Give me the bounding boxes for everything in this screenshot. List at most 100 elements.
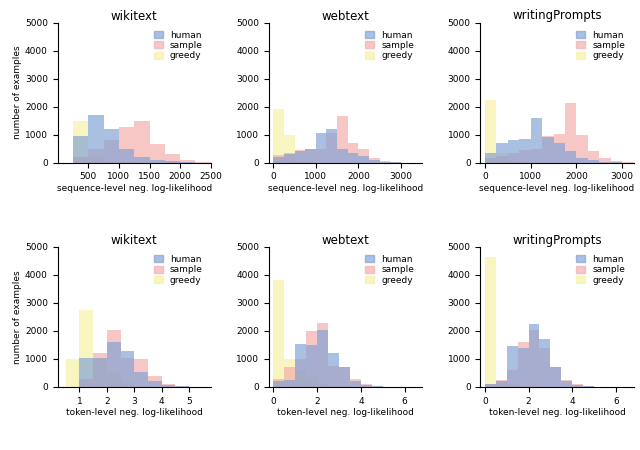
- Bar: [577, 135, 588, 163]
- Legend: human, sample, greedy: human, sample, greedy: [362, 27, 418, 64]
- Bar: [497, 153, 508, 163]
- Bar: [599, 158, 611, 163]
- Bar: [588, 161, 599, 163]
- Bar: [273, 280, 284, 387]
- Bar: [150, 144, 165, 163]
- Bar: [79, 358, 93, 387]
- X-axis label: token-level neg. log-likelihood: token-level neg. log-likelihood: [488, 409, 625, 418]
- Bar: [540, 348, 550, 387]
- Bar: [107, 342, 120, 387]
- Bar: [119, 148, 134, 163]
- Bar: [496, 382, 507, 387]
- Bar: [518, 348, 529, 387]
- Title: writingPrompts: writingPrompts: [512, 234, 602, 247]
- Bar: [107, 373, 120, 387]
- Title: writingPrompts: writingPrompts: [512, 9, 602, 22]
- Title: webtext: webtext: [322, 9, 369, 22]
- Legend: human, sample, greedy: human, sample, greedy: [573, 27, 629, 64]
- Bar: [529, 329, 540, 387]
- Bar: [273, 155, 284, 163]
- Bar: [93, 353, 107, 387]
- Bar: [380, 162, 390, 163]
- Bar: [561, 382, 572, 387]
- Bar: [326, 133, 337, 163]
- Bar: [195, 162, 211, 163]
- Bar: [561, 380, 572, 387]
- X-axis label: token-level neg. log-likelihood: token-level neg. log-likelihood: [66, 409, 203, 418]
- Bar: [134, 359, 148, 387]
- Bar: [273, 382, 284, 387]
- Bar: [496, 380, 507, 387]
- Bar: [361, 384, 372, 387]
- Bar: [565, 103, 577, 163]
- Bar: [508, 140, 519, 163]
- Bar: [497, 156, 508, 163]
- Bar: [104, 129, 119, 163]
- Bar: [88, 115, 104, 163]
- Bar: [66, 359, 79, 387]
- Bar: [305, 148, 316, 163]
- Bar: [531, 118, 542, 163]
- Bar: [507, 384, 518, 387]
- Bar: [508, 161, 519, 163]
- Bar: [484, 384, 496, 387]
- Bar: [565, 152, 577, 163]
- Bar: [120, 351, 134, 387]
- Bar: [79, 310, 93, 387]
- Bar: [306, 331, 317, 387]
- Bar: [554, 143, 565, 163]
- Bar: [284, 135, 294, 163]
- Bar: [380, 161, 390, 163]
- Bar: [485, 158, 497, 163]
- Bar: [180, 160, 195, 163]
- Legend: human, sample, greedy: human, sample, greedy: [573, 251, 629, 288]
- Bar: [317, 323, 328, 387]
- Bar: [295, 370, 306, 387]
- Bar: [358, 148, 369, 163]
- Bar: [519, 139, 531, 163]
- Bar: [369, 158, 380, 163]
- Bar: [88, 148, 104, 163]
- Bar: [295, 359, 306, 387]
- Bar: [497, 143, 508, 163]
- Bar: [326, 129, 337, 163]
- Legend: human, sample, greedy: human, sample, greedy: [362, 251, 418, 288]
- Bar: [284, 359, 295, 387]
- Bar: [161, 384, 175, 387]
- Bar: [73, 157, 88, 163]
- X-axis label: sequence-level neg. log-likelihood: sequence-level neg. log-likelihood: [268, 184, 423, 193]
- Bar: [294, 150, 305, 163]
- Bar: [161, 385, 175, 387]
- Bar: [294, 161, 305, 163]
- Bar: [273, 109, 284, 163]
- Bar: [273, 157, 284, 163]
- Bar: [294, 152, 305, 163]
- Bar: [358, 156, 369, 163]
- Bar: [583, 386, 594, 387]
- Bar: [328, 386, 339, 387]
- Bar: [317, 329, 328, 387]
- Bar: [484, 384, 496, 387]
- Bar: [542, 137, 554, 163]
- Bar: [120, 383, 134, 387]
- Bar: [273, 378, 284, 387]
- Bar: [339, 367, 350, 387]
- Bar: [583, 386, 594, 387]
- X-axis label: sequence-level neg. log-likelihood: sequence-level neg. log-likelihood: [56, 184, 212, 193]
- Bar: [328, 353, 339, 387]
- Bar: [93, 358, 107, 387]
- Bar: [577, 158, 588, 163]
- Y-axis label: number of examples: number of examples: [13, 46, 22, 140]
- Bar: [73, 136, 88, 163]
- Bar: [328, 366, 339, 387]
- Bar: [588, 152, 599, 163]
- Bar: [165, 154, 180, 163]
- Bar: [348, 153, 358, 163]
- Bar: [485, 153, 497, 163]
- Title: wikitext: wikitext: [111, 9, 157, 22]
- Bar: [107, 329, 120, 387]
- Bar: [150, 160, 165, 163]
- Bar: [316, 148, 326, 163]
- Bar: [165, 161, 180, 163]
- Bar: [306, 377, 317, 387]
